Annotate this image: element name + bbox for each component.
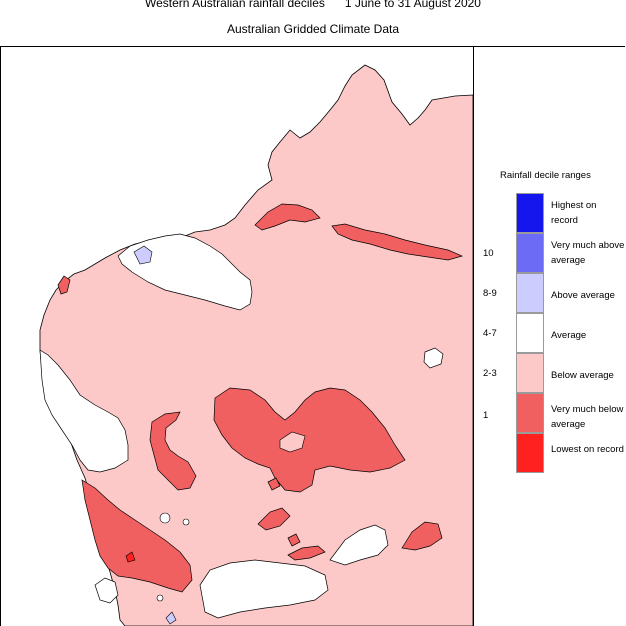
island-dot-3 (156, 594, 164, 602)
legend-swatch-lowest (516, 433, 544, 473)
very-much-below-central-west (149, 411, 197, 491)
lowest-on-record-spot (125, 551, 136, 563)
island-dot-1 (159, 512, 171, 524)
very-much-below-central (213, 387, 406, 493)
very-much-below-small-2 (287, 545, 326, 561)
island-dot-2 (182, 518, 190, 526)
map-frame (0, 46, 625, 626)
very-much-below-small-1 (257, 507, 291, 531)
legend-title: Rainfall decile ranges (500, 170, 591, 181)
above-average-spot-south (165, 611, 177, 625)
very-much-below-west-spot (57, 275, 71, 295)
very-much-below-small-3 (287, 533, 301, 547)
map-title: Western Australian rainfall deciles 1 Ju… (145, 0, 481, 10)
legend-decile-2-3: 2-3 (483, 368, 497, 379)
legend-swatch-very-much-above (516, 233, 544, 273)
average-region-coast-west (39, 349, 129, 473)
very-much-below-north-1 (254, 203, 321, 231)
legend-label-very-much-below: Very much below average (551, 404, 624, 430)
legend-label-highest: Highest on record (551, 200, 597, 226)
legend-decile-10: 10 (483, 248, 494, 259)
very-much-below-small-4 (267, 477, 281, 491)
legend-label-very-much-above: Very much above average (551, 240, 625, 266)
above-average-spot-north (133, 245, 153, 265)
average-region-south-corner (94, 577, 119, 604)
average-region-east-small (423, 347, 444, 369)
legend-label-average: Average (551, 330, 587, 341)
legend-decile-4-7: 4-7 (483, 328, 497, 339)
legend-swatch-below (516, 353, 544, 393)
average-region-south-coast (199, 559, 329, 619)
legend-swatch-highest (516, 193, 544, 233)
legend-decile-1: 1 (483, 410, 489, 421)
very-much-below-north-2 (331, 223, 464, 261)
legend-label-lowest: Lowest on record (551, 444, 624, 455)
legend-swatch-very-much-below (516, 393, 544, 433)
legend-divider (473, 46, 474, 626)
map-subtitle: Australian Gridded Climate Data (226, 22, 400, 36)
average-hole-central (279, 431, 306, 453)
legend-decile-8-9: 8-9 (483, 288, 497, 299)
legend-swatch-above (516, 273, 544, 313)
legend-swatch-average (516, 313, 544, 353)
very-much-below-southwest (81, 479, 193, 593)
legend-label-below: Below average (551, 370, 614, 381)
very-much-below-southeast (401, 521, 443, 551)
average-region-southeast (329, 524, 389, 566)
legend-label-above: Above average (551, 290, 615, 301)
